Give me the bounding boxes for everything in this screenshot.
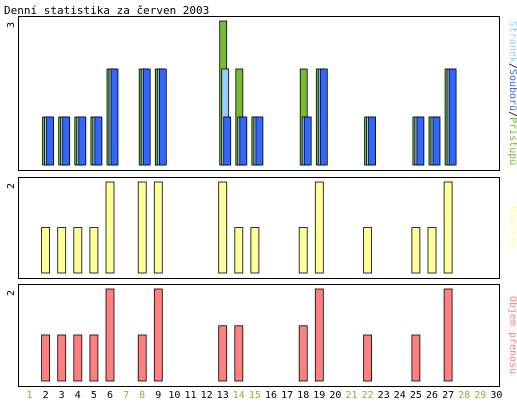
x-tick-label-day-24: 24 <box>394 390 406 401</box>
legend-entry: Souborů <box>507 69 517 111</box>
panel-hits: 3 Stránek/Souborů/Přístupů <box>6 16 517 171</box>
bar-visits-day-19 <box>314 181 324 274</box>
x-tick-label-day-27: 27 <box>442 390 454 401</box>
bar-kbytes-day-9 <box>153 288 163 382</box>
bar-visits-day-9 <box>153 181 163 274</box>
x-tick-label-day-12: 12 <box>201 390 213 401</box>
bar-pages-day-5 <box>94 116 103 166</box>
bar-visits-day-13 <box>218 181 228 274</box>
bar-visits-day-18 <box>298 227 308 274</box>
bar-visits-day-8 <box>137 181 147 274</box>
x-tick-label-day-6: 6 <box>107 390 113 401</box>
bar-visits-day-15 <box>250 227 260 274</box>
x-tick-label-day-20: 20 <box>329 390 341 401</box>
x-tick-label-day-3: 3 <box>59 390 65 401</box>
bar-pages-day-4 <box>78 116 87 166</box>
x-axis-day-labels: 1 2 3 4 5 6 7 8 9 10 11 12 13 14 15 16 17 18 19 20 21 22 23 24 2… <box>26 390 502 401</box>
bar-pages-day-25 <box>416 116 425 166</box>
legend-entry: Návštěv <box>507 206 517 248</box>
x-tick-label-day-9: 9 <box>155 390 161 401</box>
bar-visits-day-26 <box>427 227 437 274</box>
bar-pages-day-26 <box>432 116 441 166</box>
bar-pages-day-27 <box>448 68 457 166</box>
bar-kbytes-day-27 <box>443 288 453 382</box>
bar-visits-day-22 <box>363 227 373 274</box>
bar-visits-day-4 <box>73 227 83 274</box>
bar-visits-day-25 <box>411 227 421 274</box>
legend-entry: Přístupů <box>507 117 517 165</box>
x-tick-label-day-22: 22 <box>362 390 374 401</box>
bar-pages-day-18 <box>303 116 312 166</box>
y-max-label: 3 <box>6 22 17 28</box>
legend-entry: / <box>507 63 517 69</box>
bar-kbytes-day-13 <box>218 325 228 382</box>
x-tick-label-day-11: 11 <box>184 390 196 401</box>
chart-panels: 3 Stránek/Souborů/Přístupů2Návštěv2Objem … <box>6 16 517 387</box>
bar-pages-day-22 <box>368 116 377 166</box>
panel-visits: 2 Návštěv <box>6 177 517 279</box>
bar-kbytes-day-5 <box>89 334 99 382</box>
x-tick-label-day-17: 17 <box>281 390 293 401</box>
x-tick-label-day-1: 1 <box>26 390 32 401</box>
bar-visits-day-3 <box>57 227 67 274</box>
legend-entry: / <box>507 111 517 117</box>
x-tick-label-day-4: 4 <box>75 390 81 401</box>
bar-pages-day-19 <box>319 68 328 166</box>
y-max-label: 2 <box>6 290 17 296</box>
x-tick-label-day-8: 8 <box>139 390 145 401</box>
bar-pages-day-9 <box>158 68 167 166</box>
bar-kbytes-day-2 <box>41 334 50 382</box>
bar-kbytes-day-14 <box>234 325 244 382</box>
bar-kbytes-day-3 <box>57 334 67 382</box>
bar-visits-day-14 <box>234 227 244 274</box>
x-tick-label-day-14: 14 <box>233 390 245 401</box>
legend-entry: Stránek <box>507 21 517 63</box>
bar-pages-day-3 <box>62 116 71 166</box>
x-tick-label-day-13: 13 <box>217 390 229 401</box>
legend-entry: Objem přenosu <box>507 296 517 374</box>
bar-visits-day-27 <box>443 181 453 274</box>
panel-kbytes: 2 Objem přenosu <box>6 284 517 387</box>
bar-pages-day-13 <box>223 116 232 166</box>
bar-pages-day-14 <box>239 116 248 166</box>
y-max-label: 2 <box>6 183 17 189</box>
bar-kbytes-day-25 <box>411 334 421 382</box>
legend-hits: Stránek/Souborů/Přístupů <box>507 21 517 166</box>
bar-kbytes-day-19 <box>314 288 324 382</box>
x-tick-label-day-5: 5 <box>91 390 97 401</box>
bar-visits-day-5 <box>89 227 99 274</box>
x-tick-label-day-15: 15 <box>249 390 261 401</box>
x-tick-label-day-30: 30 <box>490 390 502 401</box>
x-tick-label-day-21: 21 <box>345 390 357 401</box>
x-tick-label-day-29: 29 <box>474 390 486 401</box>
chart-title: Denní statistika za červen 2003 <box>4 4 209 17</box>
x-tick-label-day-7: 7 <box>123 390 129 401</box>
bar-kbytes-day-22 <box>363 334 373 382</box>
bar-pages-day-2 <box>46 116 54 166</box>
bar-pages-day-8 <box>142 68 151 166</box>
x-tick-label-day-28: 28 <box>458 390 470 401</box>
bar-pages-day-15 <box>255 116 264 166</box>
bar-kbytes-day-8 <box>137 334 147 382</box>
bar-visits-day-6 <box>105 181 115 274</box>
x-tick-label-day-25: 25 <box>410 390 422 401</box>
x-tick-label-day-18: 18 <box>297 390 309 401</box>
x-tick-label-day-16: 16 <box>265 390 277 401</box>
x-tick-label-day-19: 19 <box>313 390 325 401</box>
x-tick-label-day-23: 23 <box>378 390 390 401</box>
x-tick-label-day-2: 2 <box>43 390 49 401</box>
x-tick-label-day-26: 26 <box>426 390 438 401</box>
bar-kbytes-day-6 <box>105 288 115 382</box>
bar-visits-day-2 <box>41 227 50 274</box>
legend-visits: Návštěv <box>507 206 517 248</box>
bar-pages-day-6 <box>110 68 119 166</box>
bar-kbytes-day-4 <box>73 334 83 382</box>
x-tick-label-day-10: 10 <box>168 390 180 401</box>
bar-kbytes-day-18 <box>298 325 308 382</box>
legend-kbytes: Objem přenosu <box>507 296 517 374</box>
